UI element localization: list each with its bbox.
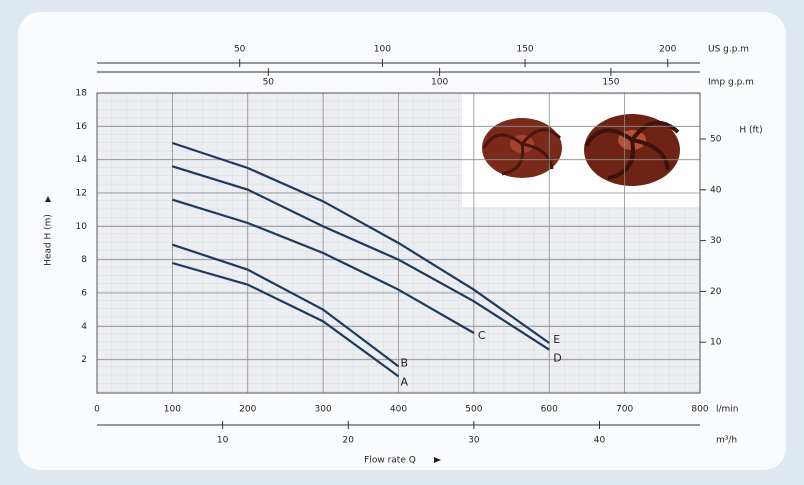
y-tick-label: 12 (76, 189, 87, 199)
curve-label: E (553, 333, 560, 346)
x-tick-label: 0 (94, 405, 100, 415)
curve (172, 141, 550, 344)
curve-label: C (478, 329, 486, 342)
x-axis-label: Flow rate Q (364, 456, 416, 466)
y-arrow (45, 196, 51, 202)
impeller-photo (462, 95, 700, 207)
y-tick-label: 8 (81, 255, 87, 265)
bottom2-tick-label: 40 (594, 436, 606, 446)
x-tick-label: 800 (691, 405, 708, 415)
plot-frame (96, 92, 701, 394)
top-tick-label: 50 (234, 45, 246, 55)
top-tick-label: 50 (263, 78, 275, 88)
x-unit-label: l/min (716, 405, 739, 415)
top-tick-label: 100 (431, 78, 448, 88)
y2-axis-label: H (ft) (739, 126, 762, 136)
curve-label: B (401, 356, 409, 369)
y-tick-label: 4 (81, 322, 87, 332)
top-axis-label: Imp g.p.m (708, 78, 754, 88)
y2-tick-label: 20 (710, 287, 722, 297)
bottom2-tick-label: 10 (217, 436, 229, 446)
x-tick-label: 100 (164, 405, 181, 415)
top-axis-label: US g.p.m (708, 45, 749, 55)
y2-tick-label: 40 (710, 185, 722, 195)
x-arrow (434, 457, 441, 463)
x-tick-label: 300 (315, 405, 332, 415)
curve (172, 198, 475, 334)
curve (172, 165, 550, 351)
y-tick-label: 16 (76, 122, 88, 132)
y-tick-label: 2 (81, 355, 87, 365)
y2-tick-label: 10 (710, 338, 722, 348)
top-tick-label: 150 (602, 78, 619, 88)
y-axis-label: Head H (m) (44, 214, 54, 266)
curve (172, 261, 400, 378)
bottom2-tick-label: 30 (468, 436, 480, 446)
top-tick-label: 200 (659, 45, 676, 55)
x2-unit-label: m³/h (716, 436, 737, 446)
x-tick-label: 500 (465, 405, 482, 415)
x-tick-label: 600 (541, 405, 558, 415)
y-tick-label: 14 (76, 155, 88, 165)
curve-label: D (553, 352, 561, 365)
x-tick-label: 700 (616, 405, 633, 415)
y-tick-label: 6 (81, 289, 87, 299)
top-tick-label: 150 (516, 45, 533, 55)
y-tick-label: 10 (76, 222, 88, 232)
curve-label: A (401, 375, 409, 388)
y2-tick-label: 50 (710, 135, 722, 145)
x-tick-label: 400 (390, 405, 407, 415)
curve (172, 243, 400, 368)
y-tick-label: 18 (76, 89, 88, 99)
x-tick-label: 200 (239, 405, 256, 415)
top-tick-label: 100 (374, 45, 391, 55)
bottom2-tick-label: 20 (343, 436, 355, 446)
y2-tick-label: 30 (710, 236, 722, 246)
